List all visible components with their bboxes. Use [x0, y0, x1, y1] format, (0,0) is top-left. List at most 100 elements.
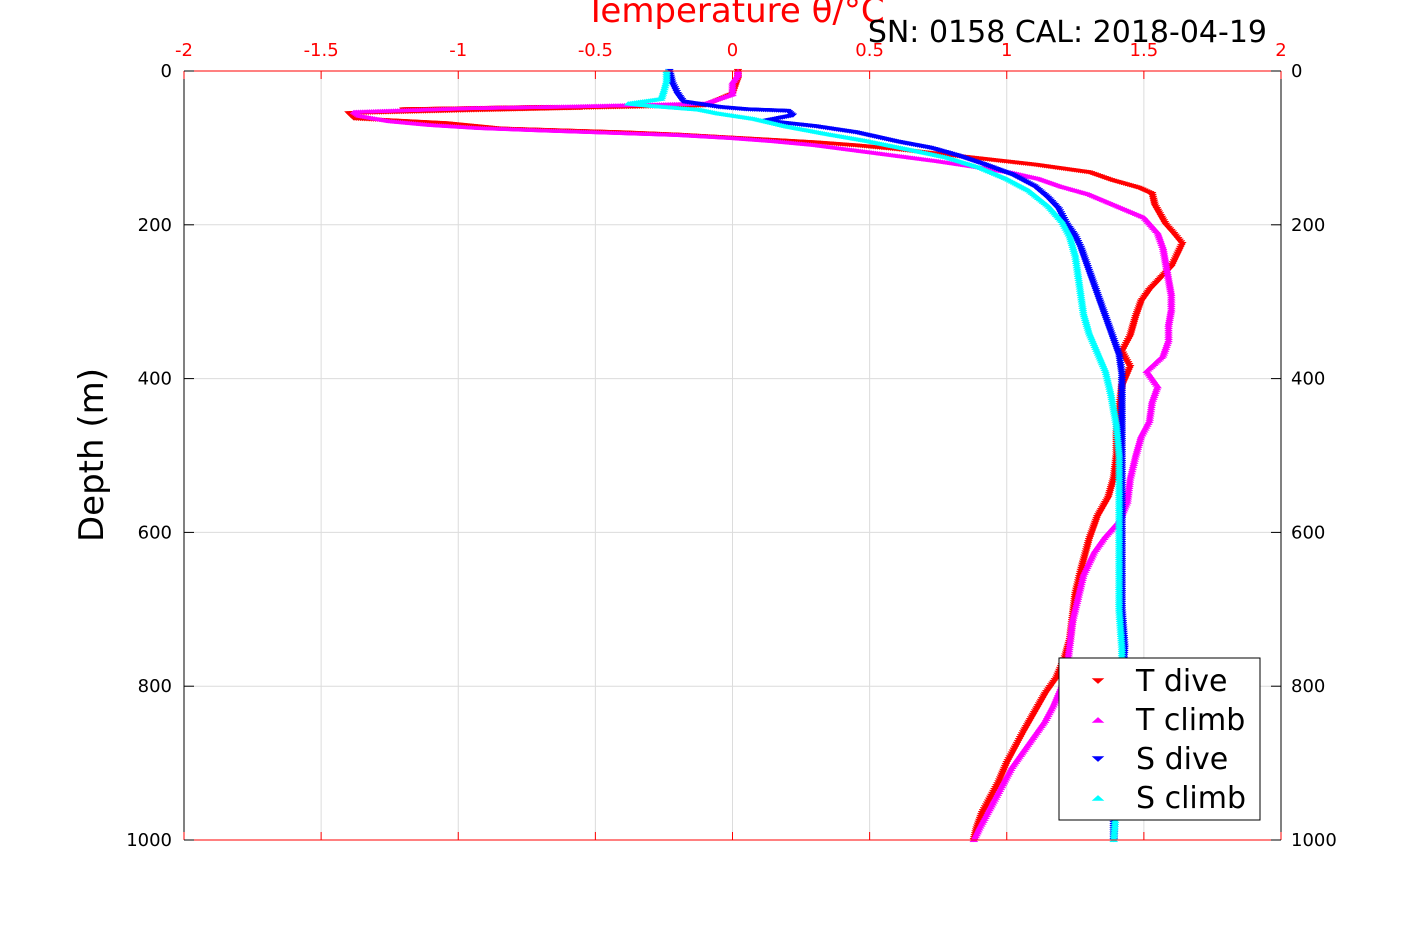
data-point: [1114, 570, 1124, 576]
data-point: [1109, 827, 1120, 832]
data-point: [1065, 637, 1075, 642]
data-point: [1065, 639, 1075, 644]
data-point: [1114, 478, 1124, 484]
data-point: [1125, 478, 1135, 483]
y-tick-label-right: 0: [1291, 61, 1302, 82]
data-point: [1109, 829, 1119, 834]
data-point: [1114, 594, 1124, 599]
data-point: [1114, 543, 1124, 548]
data-point: [1104, 385, 1115, 390]
data-point: [1117, 645, 1127, 650]
data-point: [1114, 611, 1125, 616]
data-point: [1124, 484, 1134, 490]
data-point: [1114, 481, 1124, 486]
data-point: [1116, 366, 1126, 371]
y-tick-label-left: 600: [138, 522, 172, 543]
data-point: [1117, 379, 1127, 384]
data-point: [1065, 635, 1076, 640]
data-point: [1113, 441, 1123, 446]
data-point: [1071, 261, 1082, 267]
data-point: [1103, 379, 1113, 384]
data-point: [1114, 592, 1124, 597]
data-point: [1079, 554, 1090, 559]
data-point: [1114, 534, 1124, 539]
data-point: [1113, 439, 1123, 444]
data-point: [1114, 474, 1124, 479]
y-tick-label-right: 600: [1291, 522, 1325, 543]
data-point: [1114, 577, 1124, 582]
data-point: [1163, 331, 1174, 336]
data-point: [1071, 257, 1081, 262]
data-point: [1114, 489, 1124, 494]
data-point: [1076, 291, 1086, 297]
data-point: [1145, 412, 1155, 417]
data-point: [1166, 296, 1176, 301]
data-point: [1114, 498, 1124, 503]
data-point: [1084, 538, 1094, 543]
data-point: [1163, 327, 1174, 332]
data-point: [1072, 268, 1083, 273]
data-point: [1114, 506, 1124, 511]
data-point: [1077, 576, 1088, 581]
data-point: [1077, 304, 1088, 309]
data-point: [1063, 652, 1074, 657]
series-t-climb: [349, 68, 1176, 843]
legend-marker: [1091, 678, 1105, 684]
data-point: [1114, 517, 1124, 522]
data-point: [1114, 590, 1124, 595]
data-point: [1114, 596, 1124, 601]
data-point: [1115, 626, 1126, 631]
data-point: [1070, 608, 1080, 613]
data-point: [1116, 637, 1126, 642]
data-point: [1075, 289, 1086, 294]
data-point: [1117, 374, 1127, 380]
data-point: [1107, 397, 1117, 403]
data-point: [1076, 294, 1086, 299]
data-point: [1114, 455, 1124, 460]
data-point: [1114, 483, 1124, 488]
data-point: [1114, 355, 1125, 360]
data-point: [1111, 420, 1121, 425]
data-point: [1114, 493, 1124, 499]
data-point: [1114, 521, 1124, 526]
data-point: [1114, 491, 1124, 496]
data-point: [1078, 560, 1088, 565]
data-point: [1117, 396, 1127, 401]
data-point: [1117, 412, 1127, 418]
y-tick-label-right: 1000: [1291, 830, 1337, 851]
data-point: [1111, 422, 1122, 427]
data-point: [1114, 500, 1124, 505]
grid: [184, 71, 1281, 840]
data-point: [1113, 436, 1123, 442]
data-point: [1078, 574, 1088, 579]
data-point: [1083, 542, 1093, 547]
data-point: [1114, 511, 1124, 516]
data-point: [1112, 434, 1123, 440]
y-tick-label-left: 800: [138, 676, 172, 697]
data-point: [1114, 523, 1124, 529]
data-point: [1112, 430, 1122, 435]
data-point: [1108, 402, 1118, 407]
data-point: [1114, 613, 1125, 618]
data-point: [1117, 398, 1127, 403]
data-point: [1114, 451, 1124, 456]
x-tick-label: 0: [727, 40, 738, 61]
data-point: [1070, 606, 1081, 611]
data-point: [1076, 296, 1087, 301]
data-point: [1110, 822, 1120, 828]
data-point: [1146, 408, 1156, 413]
data-point: [1166, 294, 1176, 299]
data-point: [1114, 568, 1124, 573]
data-point: [1163, 333, 1174, 338]
data-point: [1117, 383, 1127, 388]
data-point: [1075, 585, 1086, 590]
data-point: [1117, 410, 1127, 415]
data-point: [1114, 566, 1124, 571]
data-point: [1117, 400, 1127, 405]
data-point: [1114, 585, 1124, 590]
data-point: [1114, 562, 1124, 567]
data-point: [1073, 274, 1084, 279]
data-point: [1065, 641, 1075, 646]
data-point: [1114, 532, 1124, 537]
data-point: [1147, 401, 1157, 406]
